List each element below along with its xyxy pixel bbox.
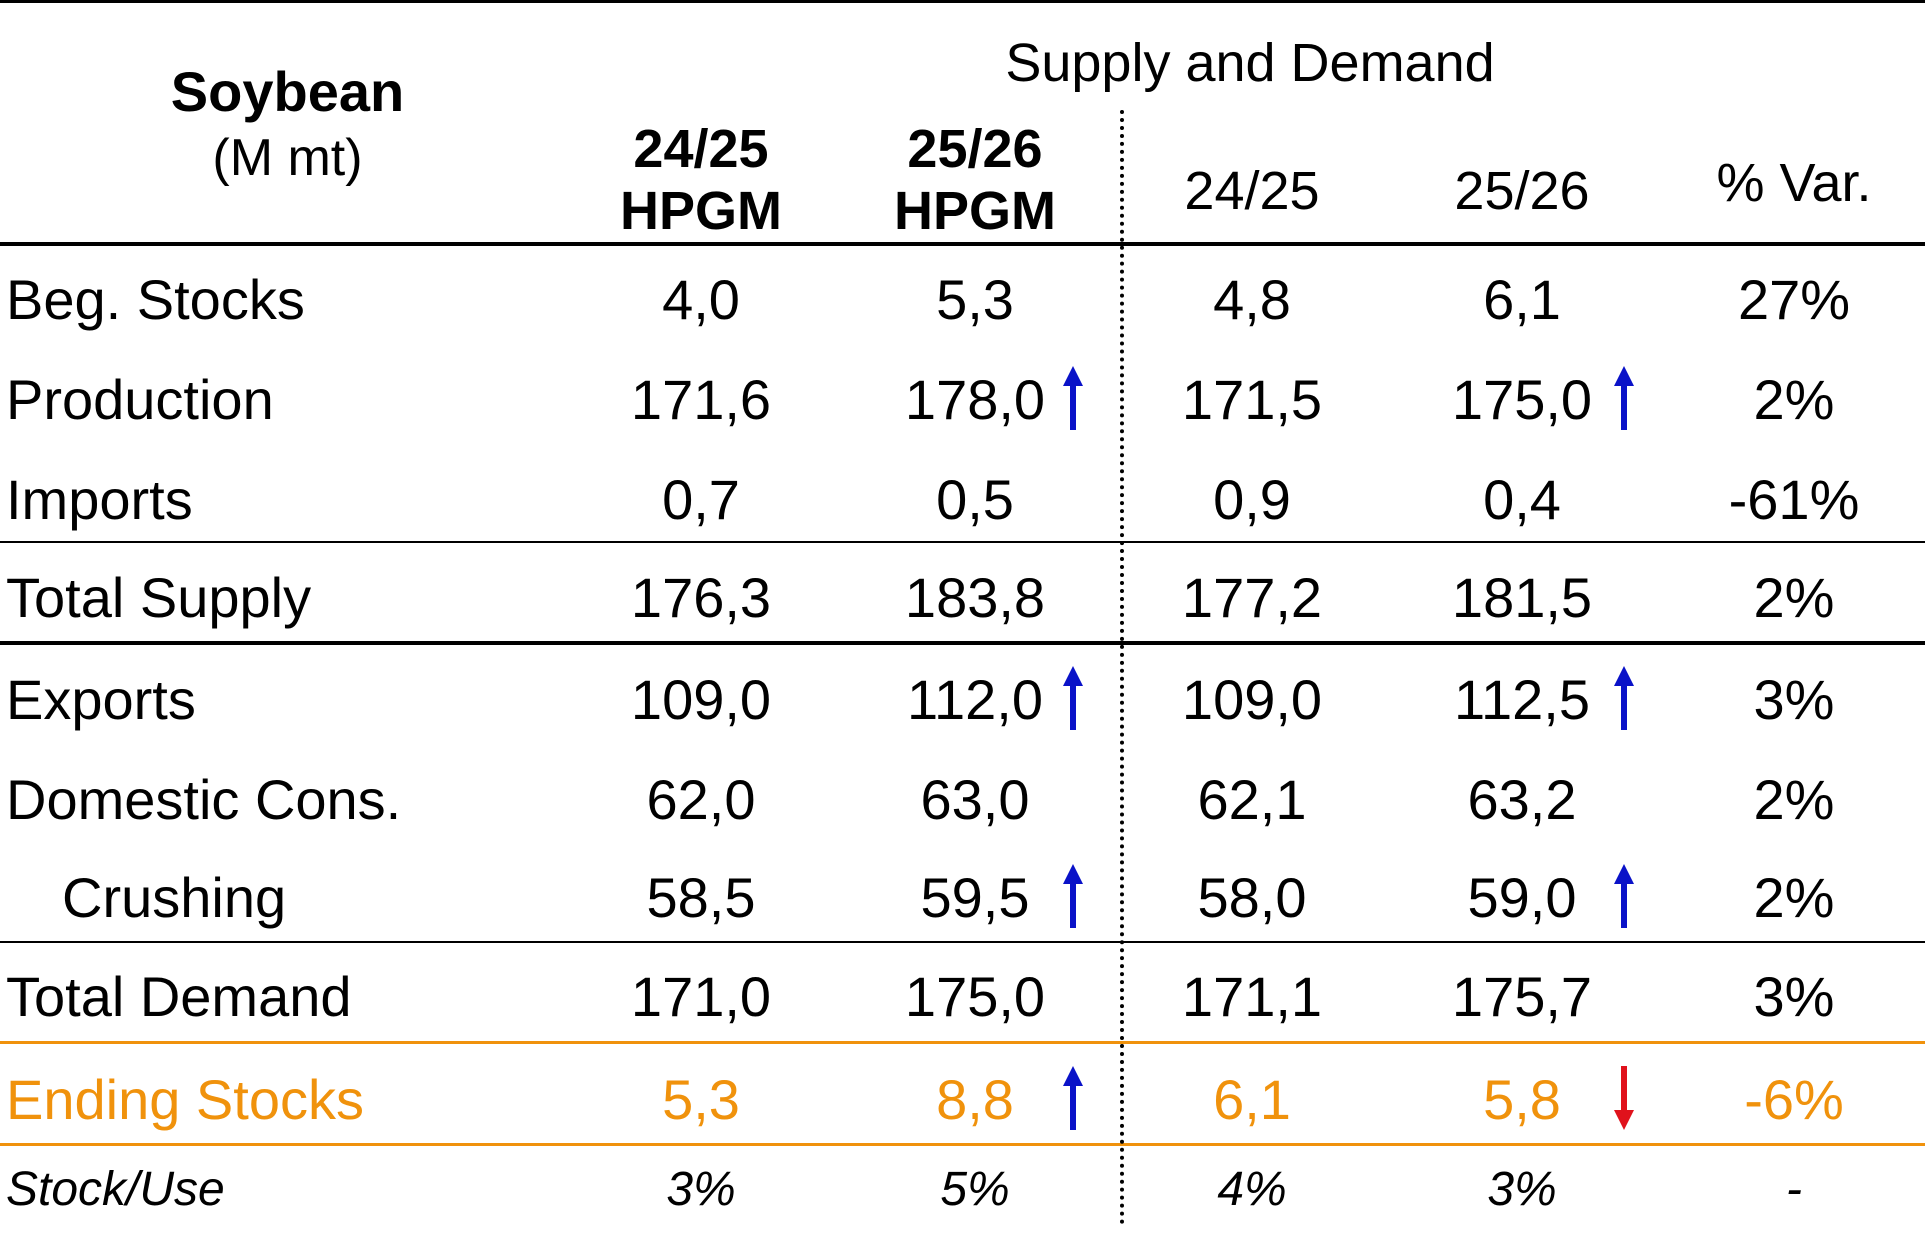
table-row: Imports 0,7 0,5 0,9 0,4 -61% xyxy=(0,450,1925,550)
cell: 59,5 xyxy=(920,866,1030,929)
cell: 63,0 xyxy=(920,768,1030,831)
arrow-up-icon xyxy=(1063,864,1083,928)
cell: 2% xyxy=(1753,768,1835,831)
cell: 58,5 xyxy=(646,866,756,929)
cell: -6% xyxy=(1744,1068,1844,1131)
cell: 5,3 xyxy=(662,1068,740,1131)
arrow-up-icon xyxy=(1063,1066,1083,1130)
commodity-name: Soybean xyxy=(170,60,405,123)
column-group-separator xyxy=(1120,110,1124,1225)
cell: - xyxy=(1786,1163,1802,1216)
cell: 62,0 xyxy=(646,768,756,831)
table-row: Total Demand 171,0 175,0 171,1 175,7 3% xyxy=(0,947,1925,1047)
row-label: Crushing xyxy=(62,866,287,929)
column-header: 24/25 HPGM xyxy=(620,119,782,241)
cell: 5,8 xyxy=(1483,1068,1561,1131)
unit-label: (M mt) xyxy=(212,129,363,187)
row-label: Stock/Use xyxy=(6,1163,225,1216)
cell: 3% xyxy=(1487,1163,1557,1216)
table-row: Production 171,6 178,0 171,5 175,0 2% xyxy=(0,350,1925,450)
cell: 112,5 xyxy=(1454,668,1590,731)
column-header: 25/26 HPGM xyxy=(894,119,1056,241)
row-label: Total Supply xyxy=(6,566,312,629)
cell: 5% xyxy=(940,1163,1010,1216)
group-title: Supply and Demand xyxy=(1005,33,1495,93)
header-divider xyxy=(0,242,1925,246)
table-title: Soybean (M mt) xyxy=(0,58,575,190)
cell: 112,0 xyxy=(907,668,1043,731)
cell: 0,5 xyxy=(936,468,1014,531)
row-label: Exports xyxy=(6,668,196,731)
column-header: % Var. xyxy=(1716,153,1872,213)
cell: 2% xyxy=(1753,866,1835,929)
column-header: 24/25 xyxy=(1184,161,1320,221)
top-border xyxy=(0,0,1925,3)
ending-stocks-bottom-border xyxy=(0,1143,1925,1146)
cell: 175,0 xyxy=(904,965,1046,1028)
cell: 177,2 xyxy=(1181,566,1323,629)
row-label: Ending Stocks xyxy=(6,1068,364,1131)
cell: 5,3 xyxy=(936,268,1014,331)
cell: 175,0 xyxy=(1451,368,1593,431)
cell: 171,5 xyxy=(1181,368,1323,431)
cell: 59,0 xyxy=(1467,866,1577,929)
cell: 3% xyxy=(1753,965,1835,1028)
table-row: Total Supply 176,3 183,8 177,2 181,5 2% xyxy=(0,548,1925,648)
cell: 63,2 xyxy=(1467,768,1577,831)
column-header: 25/26 xyxy=(1454,161,1590,221)
cell: 27% xyxy=(1737,268,1851,331)
cell: 109,0 xyxy=(630,668,772,731)
cell: 4,8 xyxy=(1213,268,1291,331)
table-row: Crushing 58,5 59,5 58,0 59,0 2% xyxy=(0,848,1925,948)
cell: 58,0 xyxy=(1197,866,1307,929)
arrow-up-icon xyxy=(1614,666,1634,730)
table-row: Exports 109,0 112,0 109,0 112,5 3% xyxy=(0,650,1925,750)
arrow-up-icon xyxy=(1063,366,1083,430)
total-supply-divider xyxy=(0,641,1925,645)
arrow-up-icon xyxy=(1614,864,1634,928)
cell: 6,1 xyxy=(1213,1068,1291,1131)
cell: -61% xyxy=(1728,468,1860,531)
cell: 171,6 xyxy=(630,368,772,431)
cell: 2% xyxy=(1753,368,1835,431)
cell: 181,5 xyxy=(1451,566,1593,629)
arrow-up-icon xyxy=(1614,366,1634,430)
cell: 62,1 xyxy=(1197,768,1307,831)
cell: 109,0 xyxy=(1181,668,1323,731)
table-row: Domestic Cons. 62,0 63,0 62,1 63,2 2% xyxy=(0,750,1925,850)
cell: 6,1 xyxy=(1483,268,1561,331)
row-label: Production xyxy=(6,368,274,431)
row-label: Domestic Cons. xyxy=(6,768,402,831)
row-label: Beg. Stocks xyxy=(6,268,305,331)
cell: 171,0 xyxy=(630,965,772,1028)
arrow-down-icon xyxy=(1614,1066,1634,1130)
cell: 0,7 xyxy=(662,468,740,531)
cell: 3% xyxy=(666,1163,736,1216)
supply-divider xyxy=(0,541,1925,543)
cell: 0,9 xyxy=(1213,468,1291,531)
cell: 2% xyxy=(1753,566,1835,629)
cell: 183,8 xyxy=(904,566,1046,629)
table-row-highlight: Ending Stocks 5,3 8,8 6,1 5,8 -6% xyxy=(0,1050,1925,1150)
cell: 8,8 xyxy=(936,1068,1014,1131)
cell: 178,0 xyxy=(904,368,1046,431)
cell: 4% xyxy=(1217,1163,1287,1216)
ending-stocks-top-border xyxy=(0,1041,1925,1044)
row-label: Imports xyxy=(6,468,193,531)
table-row: Beg. Stocks 4,0 5,3 4,8 6,1 27% xyxy=(0,250,1925,350)
cell: 4,0 xyxy=(662,268,740,331)
arrow-up-icon xyxy=(1063,666,1083,730)
demand-divider xyxy=(0,941,1925,943)
cell: 0,4 xyxy=(1483,468,1561,531)
cell: 3% xyxy=(1753,668,1835,731)
cell: 171,1 xyxy=(1181,965,1323,1028)
row-label: Total Demand xyxy=(6,965,352,1028)
table-row: Stock/Use 3% 5% 4% 3% - xyxy=(0,1140,1925,1240)
cell: 175,7 xyxy=(1451,965,1593,1028)
cell: 176,3 xyxy=(630,566,772,629)
